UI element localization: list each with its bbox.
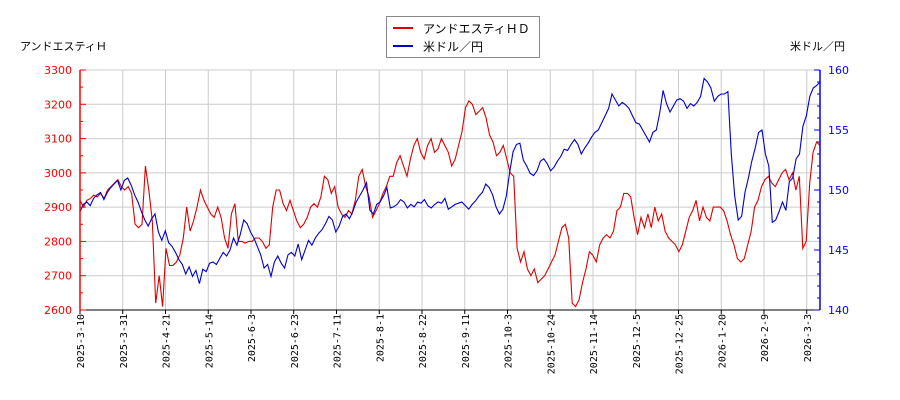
left-axis-ticks: 2600 2700 2800 2900 3000 3100 3200 3300 <box>44 64 86 317</box>
svg-text:2700: 2700 <box>44 270 72 283</box>
svg-text:2025-6-3: 2025-6-3 <box>247 314 258 362</box>
svg-text:2025-11-14: 2025-11-14 <box>589 314 600 374</box>
svg-text:2025-12-25: 2025-12-25 <box>675 314 686 374</box>
legend-swatch-blue <box>393 45 413 47</box>
legend-label: 米ドル／円 <box>423 39 484 54</box>
svg-text:140: 140 <box>828 304 849 317</box>
svg-text:3300: 3300 <box>44 64 72 77</box>
legend: アンドエスティＨＤ 米ドル／円 <box>386 16 540 58</box>
svg-text:2025-9-11: 2025-9-11 <box>461 314 472 368</box>
left-axis-title: アンドエスティＨ <box>20 40 107 53</box>
svg-text:2900: 2900 <box>44 201 72 214</box>
svg-text:2025-12-5: 2025-12-5 <box>632 314 643 368</box>
svg-text:155: 155 <box>828 124 849 137</box>
svg-text:3000: 3000 <box>44 167 72 180</box>
svg-text:2025-5-14: 2025-5-14 <box>204 314 215 368</box>
svg-text:2600: 2600 <box>44 304 72 317</box>
svg-text:2025-4-21: 2025-4-21 <box>162 314 173 368</box>
svg-text:2025-10-24: 2025-10-24 <box>546 314 557 374</box>
right-axis-title: 米ドル／円 <box>790 40 845 53</box>
svg-text:2026-1-20: 2026-1-20 <box>717 314 728 368</box>
x-axis-ticks: 2025-3-10 2025-3-31 2025-4-21 2025-5-14 2025… <box>76 310 814 374</box>
svg-text:2025-8-1: 2025-8-1 <box>375 314 386 362</box>
legend-label: アンドエスティＨＤ <box>423 21 530 36</box>
svg-text:2025-8-22: 2025-8-22 <box>418 314 429 368</box>
legend-item-andst: アンドエスティＨＤ <box>393 20 530 36</box>
svg-text:2026-2-9: 2026-2-9 <box>760 314 771 362</box>
svg-text:2025-7-11: 2025-7-11 <box>333 314 344 368</box>
series-lines <box>79 77 821 308</box>
svg-text:2025-3-31: 2025-3-31 <box>119 314 130 368</box>
svg-text:160: 160 <box>828 64 849 77</box>
svg-text:2025-6-23: 2025-6-23 <box>290 314 301 368</box>
svg-text:150: 150 <box>828 184 849 197</box>
axes <box>79 70 821 311</box>
svg-text:2026-3-3: 2026-3-3 <box>803 314 814 362</box>
legend-item-usdjpy: 米ドル／円 <box>393 38 483 54</box>
svg-text:2800: 2800 <box>44 235 72 248</box>
right-axis-ticks: 140 145 150 155 160 <box>814 64 849 317</box>
svg-text:3100: 3100 <box>44 133 72 146</box>
svg-text:2025-10-3: 2025-10-3 <box>504 314 515 368</box>
svg-text:2025-3-10: 2025-3-10 <box>76 314 87 368</box>
grid-lines <box>80 69 820 311</box>
svg-text:3200: 3200 <box>44 98 72 111</box>
svg-text:145: 145 <box>828 244 849 257</box>
legend-swatch-red <box>393 27 413 29</box>
series-line <box>79 77 821 284</box>
series-line <box>79 99 821 308</box>
